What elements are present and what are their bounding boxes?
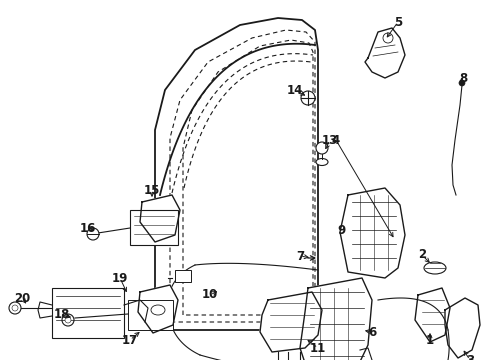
Text: 9: 9 xyxy=(336,224,345,237)
Ellipse shape xyxy=(315,158,327,166)
Circle shape xyxy=(301,91,314,105)
Text: 3: 3 xyxy=(465,354,473,360)
Polygon shape xyxy=(339,188,404,278)
Polygon shape xyxy=(138,285,178,333)
Circle shape xyxy=(62,314,74,326)
Text: 19: 19 xyxy=(112,271,128,284)
Circle shape xyxy=(65,317,71,323)
Text: 6: 6 xyxy=(367,325,375,338)
Ellipse shape xyxy=(151,305,164,315)
Polygon shape xyxy=(299,278,371,360)
Text: 1: 1 xyxy=(425,333,433,346)
Bar xyxy=(128,300,173,330)
Text: 4: 4 xyxy=(331,134,340,147)
Text: 2: 2 xyxy=(417,248,425,261)
Circle shape xyxy=(87,228,99,240)
Polygon shape xyxy=(414,288,449,342)
Text: 7: 7 xyxy=(295,249,304,262)
Polygon shape xyxy=(140,195,180,242)
Text: 14: 14 xyxy=(286,84,303,96)
Text: 20: 20 xyxy=(14,292,30,305)
Text: 16: 16 xyxy=(80,221,96,234)
Bar xyxy=(130,210,178,245)
Circle shape xyxy=(382,33,392,43)
Text: 17: 17 xyxy=(122,333,138,346)
Circle shape xyxy=(315,142,327,154)
Circle shape xyxy=(458,80,464,86)
Bar xyxy=(52,288,124,338)
Polygon shape xyxy=(260,292,321,352)
Text: 15: 15 xyxy=(143,184,160,197)
Circle shape xyxy=(12,305,18,311)
Circle shape xyxy=(9,302,21,314)
Text: 5: 5 xyxy=(393,15,401,28)
Text: 18: 18 xyxy=(54,309,70,321)
Text: 13: 13 xyxy=(321,134,337,147)
Bar xyxy=(175,270,191,282)
Text: 10: 10 xyxy=(202,288,218,302)
Text: 11: 11 xyxy=(309,342,325,355)
Polygon shape xyxy=(444,298,479,358)
Text: 8: 8 xyxy=(458,72,466,85)
Ellipse shape xyxy=(423,262,445,274)
Polygon shape xyxy=(364,28,404,78)
